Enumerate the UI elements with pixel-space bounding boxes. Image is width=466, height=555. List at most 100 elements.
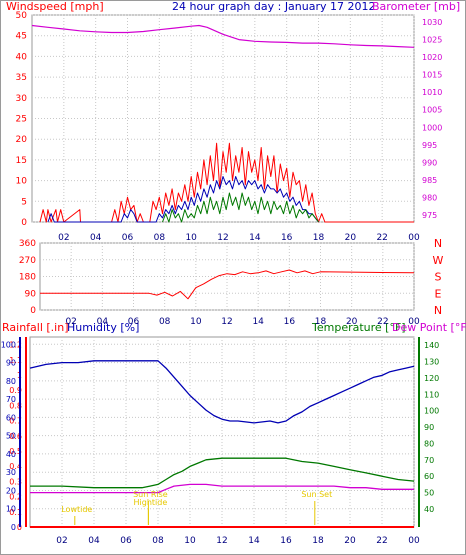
direction-panel-x-tick-label: 16 xyxy=(284,317,296,327)
barometer-tick-label: 1030 xyxy=(422,18,442,27)
temperature-tick-label: 40 xyxy=(424,505,434,514)
rainfall-tick-label: 0.2 xyxy=(9,493,22,502)
compass-label: W xyxy=(433,254,444,267)
humidity-panel-x-tick-label: 14 xyxy=(248,536,260,546)
humidity-panel-x-tick-label: 18 xyxy=(312,536,324,546)
humidity-panel-x-tick-label: 04 xyxy=(88,536,100,546)
compass-label: S xyxy=(435,271,442,284)
windspeed-tick-label: 20 xyxy=(16,135,28,145)
barometer-tick-label: 1000 xyxy=(422,123,442,132)
barometer-axis-title: Barometer [mb] xyxy=(372,0,460,13)
barometer-tick-label: 980 xyxy=(422,193,437,202)
dewpoint-legend: Dew Point [°F] xyxy=(392,321,466,334)
barometer-tick-label: 995 xyxy=(422,141,437,150)
humidity-tick-label: 80 xyxy=(6,377,16,386)
temperature-tick-label: 60 xyxy=(424,472,434,481)
temperature-tick-label: 90 xyxy=(424,423,434,432)
humidity-panel-x-tick-label: 00 xyxy=(408,536,420,546)
rainfall-tick-label: 0.5 xyxy=(9,447,22,456)
windspeed-tick-label: 15 xyxy=(16,156,27,166)
temperature-tick-label: 140 xyxy=(424,341,439,350)
rainfall-tick-label: 0 xyxy=(17,523,22,532)
direction-panel-x-tick-label: 08 xyxy=(159,317,171,327)
humidity-legend: Humidity [%] xyxy=(67,321,139,334)
humidity-panel-x-tick-label: 08 xyxy=(152,536,164,546)
humidity-tick-label: 60 xyxy=(6,413,16,422)
humidity-tick-label: 20 xyxy=(6,486,16,495)
series-line-barometer xyxy=(31,24,415,48)
rainfall-legend: Rainfall [.in] xyxy=(2,321,69,334)
rainfall-tick-label: 0.9 xyxy=(9,386,22,395)
rainfall-tick-label: 0.3 xyxy=(9,477,22,486)
event-label-sun-set: Sun Set xyxy=(301,490,332,499)
direction-panel-x-tick-label: 22 xyxy=(377,317,388,327)
humidity-panel-x-tick-label: 16 xyxy=(280,536,292,546)
barometer-tick-label: 1010 xyxy=(422,88,442,97)
temperature-tick-label: 130 xyxy=(424,358,439,367)
windspeed-tick-label: 35 xyxy=(16,73,27,83)
rainfall-tick-label: 0.8 xyxy=(9,401,22,410)
windspeed-tick-label: 10 xyxy=(16,177,28,187)
series-line-wind xyxy=(162,192,319,223)
humidity-panel-x-tick-label: 06 xyxy=(120,536,132,546)
humidity-panel-x-tick-label: 10 xyxy=(184,536,196,546)
direction-panel-x-tick-label: 12 xyxy=(221,317,232,327)
series-line-temperature xyxy=(30,457,415,489)
barometer-tick-label: 1025 xyxy=(422,36,442,45)
direction-panel-x-tick-label: 20 xyxy=(346,317,358,327)
windspeed-tick-label: 40 xyxy=(16,52,28,62)
series-line-direction xyxy=(40,269,415,300)
rainfall-tick-label: 1.2 xyxy=(9,341,22,350)
humidity-tick-label: 100 xyxy=(1,340,16,349)
direction-tick-label: 360 xyxy=(19,239,36,249)
temperature-tick-label: 50 xyxy=(424,489,434,498)
direction-tick-label: 270 xyxy=(19,256,36,266)
compass-label: N xyxy=(434,304,442,317)
rainfall-tick-label: 0.1 xyxy=(9,508,22,517)
barometer-tick-label: 1020 xyxy=(422,53,442,62)
humidity-tick-label: 90 xyxy=(6,359,16,368)
direction-panel-x-tick-label: 00 xyxy=(408,317,420,327)
direction-panel-x-tick-label: 14 xyxy=(252,317,264,327)
rainfall-tick-label: 0.4 xyxy=(9,462,22,471)
humidity-panel-plot-area xyxy=(29,336,415,528)
barometer-tick-label: 975 xyxy=(422,211,437,220)
series-line-humidity xyxy=(29,360,415,424)
humidity-tick-label: 10 xyxy=(6,505,16,514)
temperature-tick-label: 70 xyxy=(424,456,434,465)
windspeed-tick-label: 45 xyxy=(16,32,27,42)
windspeed-tick-label: 0 xyxy=(21,218,27,228)
humidity-tick-label: 40 xyxy=(6,450,16,459)
series-line-average xyxy=(47,176,319,223)
wind-panel-x-tick-label: 22 xyxy=(376,233,387,243)
temperature-tick-label: 120 xyxy=(424,374,439,383)
event-label-hightide: Hightide xyxy=(134,498,168,507)
humidity-tick-label: 70 xyxy=(6,395,16,404)
series-line-gust xyxy=(39,142,414,223)
wind-panel-x-tick-label: 08 xyxy=(154,233,166,243)
event-label-lowtide: Lowtide xyxy=(61,505,92,514)
wind-panel-x-tick-label: 18 xyxy=(313,233,325,243)
compass-label: E xyxy=(435,287,442,300)
direction-tick-label: 180 xyxy=(19,273,36,283)
rainfall-tick-label: 0.7 xyxy=(9,417,22,426)
wind-panel-x-tick-label: 14 xyxy=(249,233,261,243)
compass-label: N xyxy=(434,237,442,250)
barometer-tick-label: 1005 xyxy=(422,106,442,115)
direction-panel-x-tick-label: 04 xyxy=(97,317,109,327)
wind-panel-x-tick-label: 10 xyxy=(185,233,197,243)
rainfall-tick-label: 1.1 xyxy=(9,356,22,365)
temperature-tick-label: 100 xyxy=(424,407,439,416)
humidity-tick-label: 30 xyxy=(6,468,16,477)
event-label-sun-rise: Sun Rise xyxy=(133,490,168,499)
wind-panel-x-tick-label: 04 xyxy=(90,233,102,243)
windspeed-tick-label: 50 xyxy=(16,11,28,21)
rainfall-tick-label: 0.6 xyxy=(9,432,22,441)
direction-tick-label: 0 xyxy=(30,306,36,316)
wind-panel-x-tick-label: 02 xyxy=(58,233,69,243)
windspeed-tick-label: 5 xyxy=(21,197,27,207)
barometer-tick-label: 985 xyxy=(422,176,437,185)
barometer-tick-label: 990 xyxy=(422,158,437,167)
windspeed-tick-label: 30 xyxy=(16,94,28,104)
